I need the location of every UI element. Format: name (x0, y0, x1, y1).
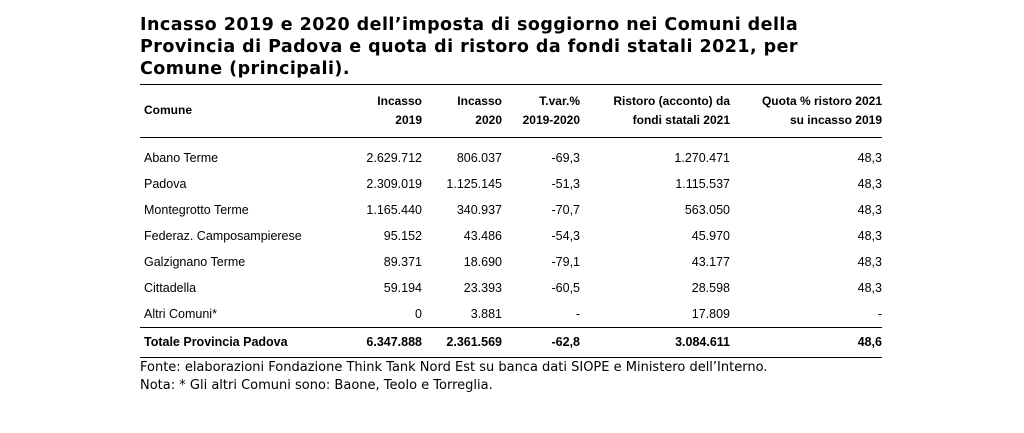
table-row: Galzignano Terme 89.371 18.690 -79,1 43.177 4… (140, 249, 882, 275)
total-row: Totale Provincia Padova 6.347.888 2.361.56… (140, 326, 882, 358)
tvar-cell: -79,1 (551, 255, 581, 269)
incasso-2019-cell: 2.309.019 (366, 177, 422, 191)
incasso-2020-cell: 23.393 (463, 281, 502, 295)
comune-cell: Federaz. Camposampierese (144, 229, 302, 243)
comune-cell: Padova (144, 177, 187, 191)
incasso-2020-cell: 2.361.569 (422, 326, 502, 358)
table-row: Federaz. Camposampierese 95.152 43.486 -54,… (140, 223, 882, 249)
incasso-2020-cell: 18.690 (463, 255, 502, 269)
top-rule (140, 84, 882, 85)
comune-cell: Altri Comuni* (144, 306, 217, 321)
quota-cell: 48,3 (857, 151, 882, 166)
incasso-2020-cell: 3.881 (470, 306, 502, 321)
tvar-cell: -62,8 (502, 326, 580, 358)
ristoro-cell: 17.809 (691, 306, 730, 321)
column-header-comune: Comune (140, 85, 328, 138)
table-body: Abano Terme 2.629.712 806.037 -69,3 1.270.47… (140, 137, 882, 358)
quota-cell: 48,3 (857, 281, 882, 295)
incasso-2019-cell: 2.629.712 (366, 151, 422, 166)
tvar-cell: - (575, 306, 580, 321)
incasso-2019-cell: 0 (415, 306, 422, 321)
ristoro-cell: 45.970 (691, 229, 730, 243)
comune-cell: Galzignano Terme (144, 255, 246, 269)
ristoro-cell: 563.050 (684, 203, 730, 217)
quota-cell: 48,3 (857, 229, 882, 243)
column-header-ristoro: Ristoro (acconto) da fondi statali 2021 (580, 85, 730, 138)
table-row: Altri Comuni* 0 3.881 - 17.809 - (140, 301, 882, 327)
tvar-cell: -60,5 (551, 281, 581, 295)
comune-cell: Montegrotto Terme (144, 203, 249, 217)
table-row: Cittadella 59.194 23.393 -60,5 28.598 48,3 (140, 275, 882, 301)
ristoro-cell: 43.177 (691, 255, 730, 269)
tvar-cell: -54,3 (551, 229, 581, 243)
ristoro-cell: 3.084.611 (580, 326, 730, 358)
incasso-2020-cell: 1.125.145 (446, 177, 502, 191)
quota-cell: 48,3 (857, 203, 882, 217)
incasso-2019-cell: 95.152 (383, 229, 422, 243)
tvar-cell: -69,3 (551, 151, 581, 166)
footnotes: Fonte: elaborazioni Fondazione Think Tan… (140, 359, 882, 395)
data-table: Comune Incasso 2019 Incasso 2020 T.var.% 20… (140, 85, 882, 358)
table-header-row: Comune Incasso 2019 Incasso 2020 T.var.% 20… (140, 85, 882, 138)
table-row: Padova 2.309.019 1.125.145 -51,3 1.115.537 48… (140, 171, 882, 197)
quota-cell: - (877, 306, 882, 321)
ristoro-cell: 1.115.537 (675, 177, 730, 191)
incasso-2020-cell: 806.037 (456, 151, 502, 166)
column-header-quota: Quota % ristoro 2021 su incasso 2019 (730, 85, 882, 138)
quota-cell: 48,3 (857, 177, 882, 191)
incasso-2020-cell: 43.486 (463, 229, 502, 243)
incasso-2019-cell: 59.194 (383, 281, 422, 295)
quota-cell: 48,6 (730, 326, 882, 358)
comune-cell: Totale Provincia Padova (140, 326, 328, 358)
tvar-cell: -51,3 (551, 177, 581, 191)
incasso-2019-cell: 89.371 (383, 255, 422, 269)
incasso-2020-cell: 340.937 (456, 203, 502, 217)
tvar-cell: -70,7 (551, 203, 581, 217)
table-row: Abano Terme 2.629.712 806.037 -69,3 1.270.47… (140, 137, 882, 171)
ristoro-cell: 1.270.471 (674, 151, 730, 166)
column-header-incasso-2020: Incasso 2020 (422, 85, 502, 138)
footnote: Nota: * Gli altri Comuni sono: Baone, Te… (140, 377, 493, 393)
comune-cell: Cittadella (144, 281, 197, 295)
column-header-tvar: T.var.% 2019-2020 (502, 85, 580, 138)
table-row: Montegrotto Terme 1.165.440 340.937 -70,7 56… (140, 197, 882, 223)
page-title: Incasso 2019 e 2020 dell’imposta di sogg… (140, 15, 799, 79)
document: Incasso 2019 e 2020 dell’imposta di sogg… (140, 14, 882, 395)
comune-cell: Abano Terme (144, 151, 219, 166)
ristoro-cell: 28.598 (691, 281, 730, 295)
incasso-2019-cell: 1.165.440 (366, 203, 422, 217)
quota-cell: 48,3 (857, 255, 882, 269)
incasso-2019-cell: 6.347.888 (328, 326, 422, 358)
source-note: Fonte: elaborazioni Fondazione Think Tan… (140, 359, 768, 375)
column-header-incasso-2019: Incasso 2019 (328, 85, 422, 138)
